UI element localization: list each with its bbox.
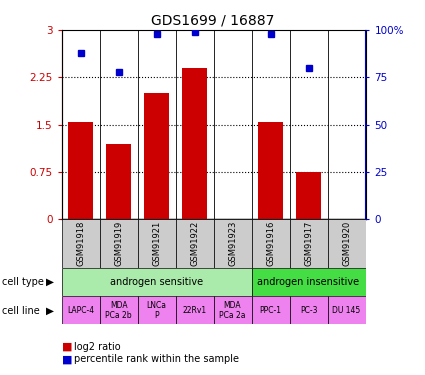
Text: LNCa
P: LNCa P bbox=[147, 301, 167, 320]
Bar bbox=[106, 144, 131, 219]
FancyBboxPatch shape bbox=[62, 296, 99, 324]
Text: log2 ratio: log2 ratio bbox=[74, 342, 121, 352]
Bar bbox=[182, 68, 207, 219]
FancyBboxPatch shape bbox=[289, 296, 328, 324]
Text: GSM91920: GSM91920 bbox=[342, 221, 351, 266]
Text: androgen insensitive: androgen insensitive bbox=[258, 277, 360, 287]
Text: GDS1699 / 16887: GDS1699 / 16887 bbox=[151, 13, 274, 27]
FancyBboxPatch shape bbox=[328, 296, 366, 324]
Text: cell type: cell type bbox=[2, 277, 44, 287]
Text: GSM91922: GSM91922 bbox=[190, 221, 199, 266]
FancyBboxPatch shape bbox=[252, 296, 289, 324]
FancyBboxPatch shape bbox=[252, 219, 289, 268]
Text: 22Rv1: 22Rv1 bbox=[182, 306, 207, 315]
FancyBboxPatch shape bbox=[138, 219, 176, 268]
Text: GSM91918: GSM91918 bbox=[76, 221, 85, 266]
FancyBboxPatch shape bbox=[213, 219, 252, 268]
Text: PPC-1: PPC-1 bbox=[260, 306, 281, 315]
Text: GSM91917: GSM91917 bbox=[304, 221, 313, 266]
FancyBboxPatch shape bbox=[62, 219, 99, 268]
Text: MDA
PCa 2b: MDA PCa 2b bbox=[105, 301, 132, 320]
Bar bbox=[258, 122, 283, 219]
Text: percentile rank within the sample: percentile rank within the sample bbox=[74, 354, 239, 364]
Text: MDA
PCa 2a: MDA PCa 2a bbox=[219, 301, 246, 320]
FancyBboxPatch shape bbox=[289, 219, 328, 268]
FancyBboxPatch shape bbox=[213, 296, 252, 324]
Text: GSM91923: GSM91923 bbox=[228, 221, 237, 266]
Text: ▶: ▶ bbox=[45, 306, 54, 315]
Text: PC-3: PC-3 bbox=[300, 306, 317, 315]
FancyBboxPatch shape bbox=[252, 268, 366, 296]
FancyBboxPatch shape bbox=[62, 268, 252, 296]
FancyBboxPatch shape bbox=[138, 296, 176, 324]
Bar bbox=[68, 122, 93, 219]
Text: ▶: ▶ bbox=[45, 277, 54, 287]
FancyBboxPatch shape bbox=[99, 296, 138, 324]
Text: LAPC-4: LAPC-4 bbox=[67, 306, 94, 315]
Text: ■: ■ bbox=[62, 354, 72, 364]
Text: GSM91916: GSM91916 bbox=[266, 221, 275, 266]
Text: GSM91919: GSM91919 bbox=[114, 221, 123, 266]
Text: androgen sensitive: androgen sensitive bbox=[110, 277, 203, 287]
Bar bbox=[144, 93, 169, 219]
FancyBboxPatch shape bbox=[176, 219, 213, 268]
Text: ■: ■ bbox=[62, 342, 72, 352]
Text: DU 145: DU 145 bbox=[332, 306, 361, 315]
Text: GSM91921: GSM91921 bbox=[152, 221, 161, 266]
FancyBboxPatch shape bbox=[99, 219, 138, 268]
FancyBboxPatch shape bbox=[176, 296, 213, 324]
FancyBboxPatch shape bbox=[328, 219, 366, 268]
Text: cell line: cell line bbox=[2, 306, 40, 315]
Bar bbox=[296, 172, 321, 219]
